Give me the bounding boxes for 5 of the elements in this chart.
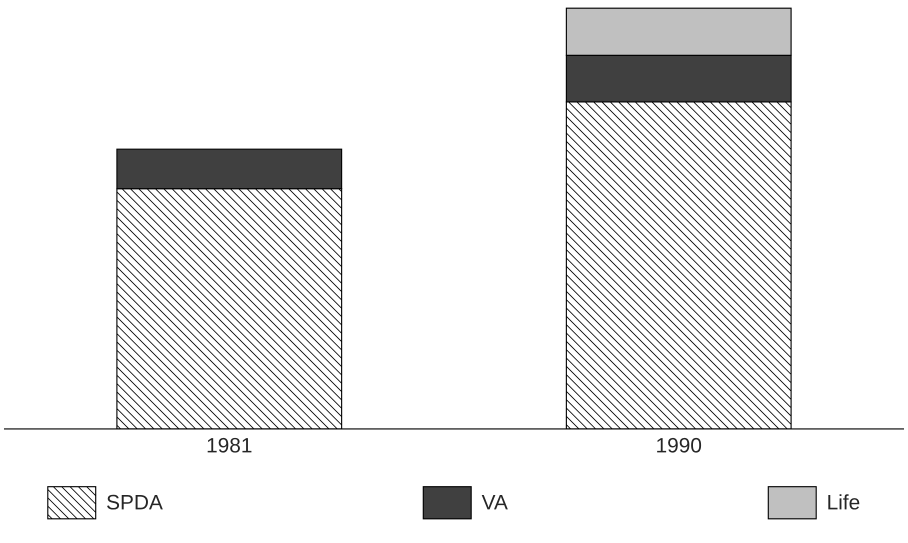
legend-label: Life — [828, 494, 860, 510]
x-tick-label: 1981 — [208, 438, 252, 453]
legend-label: VA — [482, 495, 508, 510]
x-tick-label: 1990 — [657, 438, 702, 453]
legend-label: SPDA — [107, 494, 163, 510]
